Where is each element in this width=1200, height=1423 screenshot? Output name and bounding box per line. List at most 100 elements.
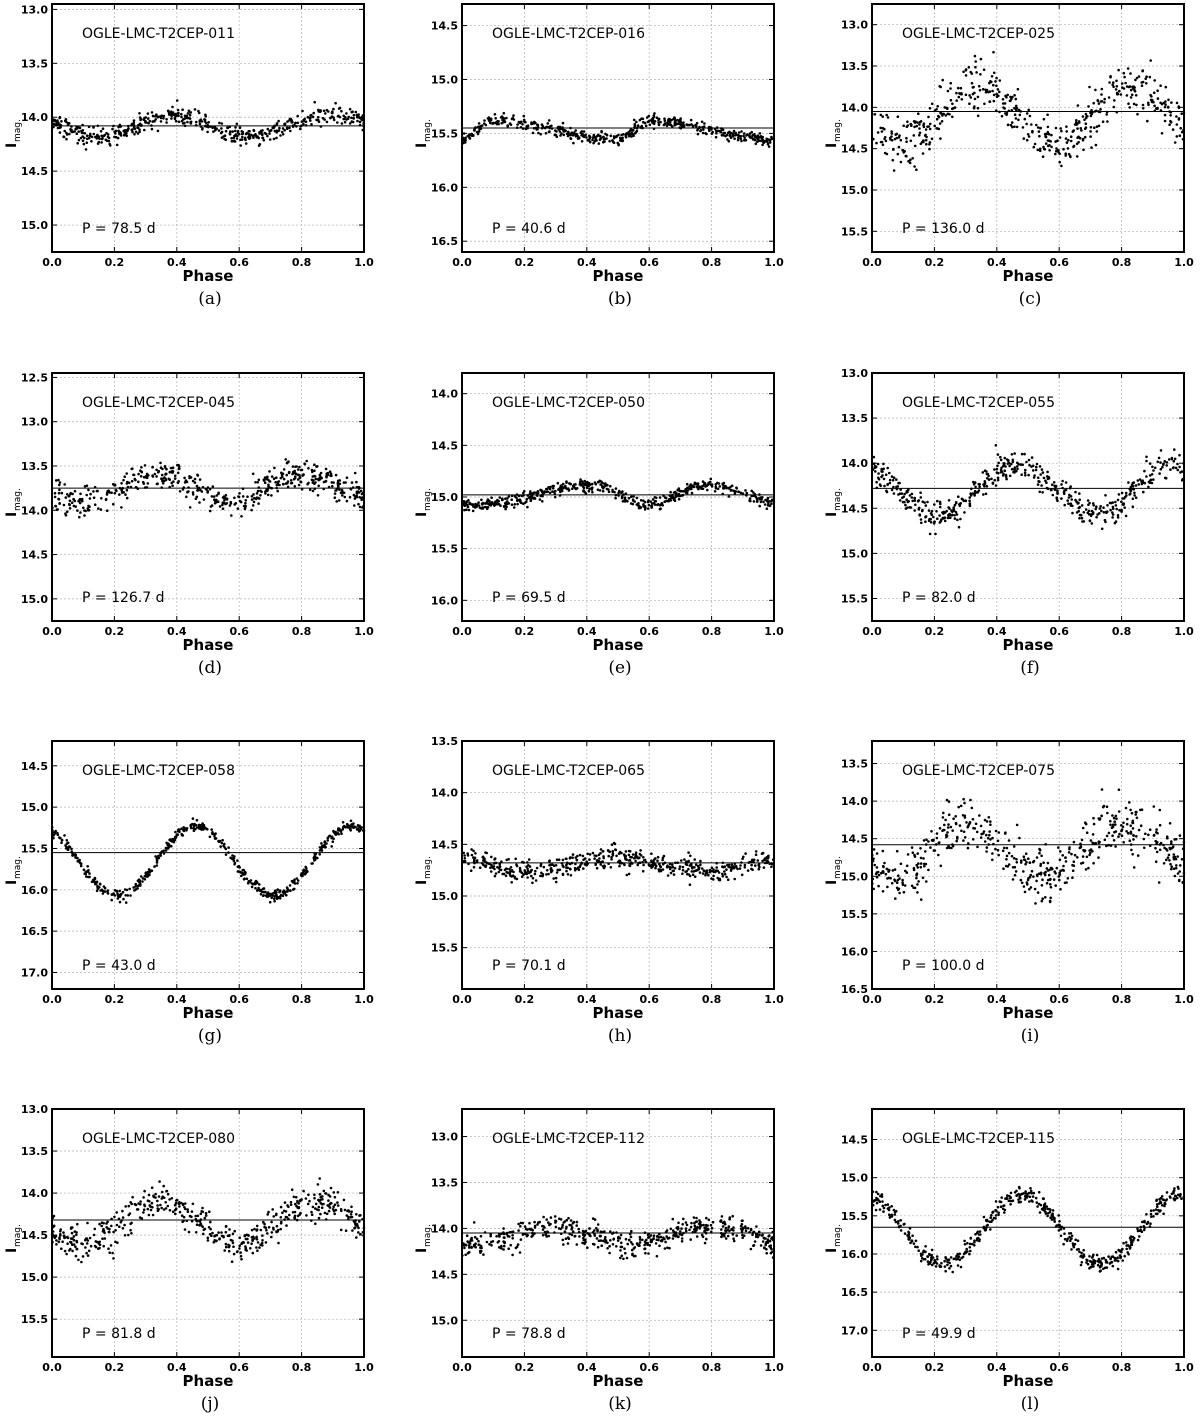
data-point xyxy=(83,143,86,146)
data-point xyxy=(251,498,254,501)
data-point xyxy=(533,122,536,125)
data-point xyxy=(694,875,697,878)
data-point xyxy=(682,122,685,125)
data-point xyxy=(985,850,988,853)
data-point xyxy=(524,121,527,124)
data-point xyxy=(709,869,712,872)
data-point xyxy=(653,863,656,866)
data-point xyxy=(576,487,579,490)
data-point xyxy=(613,137,616,140)
data-point xyxy=(1083,511,1086,514)
data-point xyxy=(1082,115,1085,118)
data-point xyxy=(165,849,168,852)
data-point xyxy=(579,481,582,484)
data-point xyxy=(477,501,480,504)
data-point xyxy=(907,124,910,127)
data-point xyxy=(221,839,224,842)
data-point xyxy=(1074,491,1077,494)
data-point xyxy=(593,854,596,857)
data-point xyxy=(664,496,667,499)
data-point xyxy=(263,139,266,142)
data-point xyxy=(960,87,963,90)
data-point xyxy=(76,127,79,130)
data-point xyxy=(269,138,272,141)
data-point xyxy=(985,834,988,837)
data-point xyxy=(1023,885,1026,888)
data-point xyxy=(161,474,164,477)
data-point xyxy=(503,112,506,115)
data-point xyxy=(579,478,582,481)
data-point xyxy=(885,473,888,476)
data-points xyxy=(51,99,365,151)
data-point xyxy=(736,868,739,871)
data-point xyxy=(758,868,761,871)
data-point xyxy=(156,860,159,863)
data-point xyxy=(598,135,601,138)
data-point xyxy=(82,139,85,142)
data-point xyxy=(744,864,747,867)
data-point xyxy=(275,476,278,479)
data-point xyxy=(917,866,920,869)
data-point xyxy=(128,482,131,485)
y-tick-label: 14.5 xyxy=(841,502,868,515)
data-point xyxy=(1130,849,1133,852)
data-point xyxy=(1032,469,1035,472)
data-point xyxy=(536,867,539,870)
data-point xyxy=(588,488,591,491)
data-point xyxy=(959,518,962,521)
data-point xyxy=(320,842,323,845)
data-point xyxy=(905,155,908,158)
data-point xyxy=(995,484,998,487)
data-point xyxy=(725,876,728,879)
data-point xyxy=(1125,807,1128,810)
data-point xyxy=(273,897,276,900)
data-point xyxy=(761,144,764,147)
data-point xyxy=(151,120,154,123)
data-point xyxy=(942,812,945,815)
data-point xyxy=(546,869,549,872)
data-point xyxy=(997,462,1000,465)
period-label: P = 40.6 d xyxy=(492,221,566,237)
data-point xyxy=(543,866,546,869)
data-point xyxy=(525,125,528,128)
data-point xyxy=(221,504,224,507)
data-point xyxy=(133,133,136,136)
data-point xyxy=(897,482,900,485)
data-point xyxy=(973,483,976,486)
data-point xyxy=(752,134,755,137)
data-point xyxy=(651,505,654,508)
data-point xyxy=(608,140,611,143)
data-point xyxy=(678,498,681,501)
data-point xyxy=(225,848,228,851)
data-point xyxy=(1161,132,1164,135)
data-point xyxy=(496,866,499,869)
data-points xyxy=(461,842,775,886)
data-point xyxy=(1101,788,1104,791)
data-point xyxy=(648,115,651,118)
data-point xyxy=(692,873,695,876)
data-point xyxy=(900,863,903,866)
data-point xyxy=(693,866,696,869)
data-point xyxy=(1116,85,1119,88)
data-point xyxy=(951,103,954,106)
data-point xyxy=(497,121,500,124)
data-point xyxy=(532,132,535,135)
data-point xyxy=(747,869,750,872)
data-point xyxy=(882,144,885,147)
data-point xyxy=(300,481,303,484)
data-point xyxy=(568,489,571,492)
data-point xyxy=(551,485,554,488)
data-point xyxy=(133,889,136,892)
data-point xyxy=(892,159,895,162)
data-point xyxy=(653,112,656,115)
data-point xyxy=(65,138,68,141)
data-point xyxy=(1117,514,1120,517)
data-point xyxy=(1169,114,1172,117)
data-point xyxy=(657,856,660,859)
panel-caption: (g) xyxy=(198,1026,222,1046)
data-point xyxy=(1061,480,1064,483)
data-point xyxy=(259,889,262,892)
data-point xyxy=(611,490,614,493)
data-point xyxy=(984,482,987,485)
